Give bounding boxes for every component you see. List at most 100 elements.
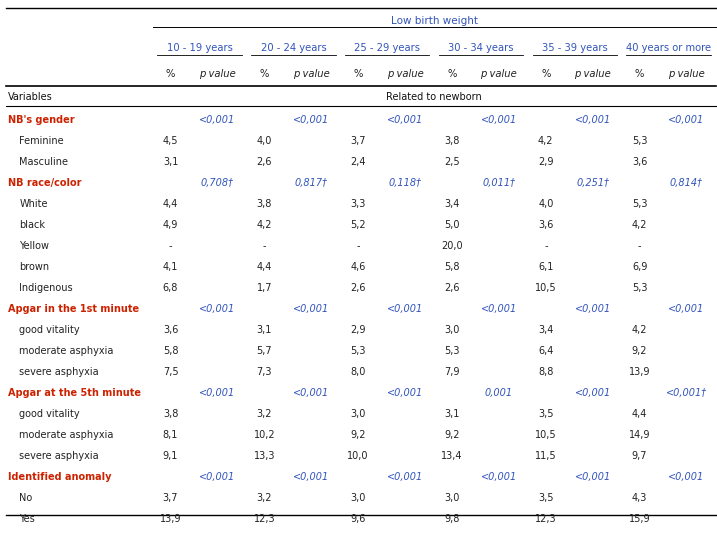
Text: 4,1: 4,1 — [163, 262, 179, 272]
Text: 4,4: 4,4 — [163, 199, 179, 209]
Text: 10,0: 10,0 — [348, 452, 369, 461]
Text: <0,001: <0,001 — [199, 388, 236, 398]
Text: 0,011†: 0,011† — [483, 178, 516, 188]
Text: 4,5: 4,5 — [163, 136, 179, 146]
Text: <0,001: <0,001 — [480, 304, 517, 314]
Text: Masculine: Masculine — [19, 157, 68, 167]
Text: p value: p value — [480, 69, 517, 79]
Text: 4,9: 4,9 — [163, 220, 179, 230]
Text: good vitality: good vitality — [19, 325, 80, 335]
Text: 0,251†: 0,251† — [576, 178, 609, 188]
Text: %: % — [541, 69, 551, 79]
Text: 5,7: 5,7 — [257, 346, 272, 356]
Text: 5,8: 5,8 — [163, 346, 179, 356]
Text: 40 years or more: 40 years or more — [626, 43, 711, 53]
Text: 5,3: 5,3 — [445, 346, 460, 356]
Text: <0,001: <0,001 — [199, 472, 236, 482]
Text: 5,3: 5,3 — [632, 136, 647, 146]
Text: 5,8: 5,8 — [445, 262, 460, 272]
Text: brown: brown — [19, 262, 49, 272]
Text: <0,001: <0,001 — [668, 304, 705, 314]
Text: 3,1: 3,1 — [163, 157, 179, 167]
Text: 0,814†: 0,814† — [670, 178, 703, 188]
Text: 3,6: 3,6 — [632, 157, 647, 167]
Text: 9,1: 9,1 — [163, 452, 179, 461]
Text: 6,1: 6,1 — [538, 262, 554, 272]
Text: 4,0: 4,0 — [257, 136, 272, 146]
Text: 10,2: 10,2 — [254, 430, 275, 440]
Text: Identified anomaly: Identified anomaly — [8, 472, 111, 482]
Text: 12,3: 12,3 — [254, 514, 275, 524]
Text: Low birth weight: Low birth weight — [391, 16, 478, 26]
Text: 7,5: 7,5 — [163, 367, 179, 377]
Text: NB's gender: NB's gender — [8, 115, 75, 125]
Text: 6,4: 6,4 — [538, 346, 554, 356]
Text: -: - — [262, 241, 266, 251]
Text: 10,5: 10,5 — [535, 283, 556, 293]
Text: good vitality: good vitality — [19, 410, 80, 419]
Text: 3,4: 3,4 — [538, 325, 554, 335]
Text: <0,001: <0,001 — [574, 115, 611, 125]
Text: 9,2: 9,2 — [351, 430, 366, 440]
Text: 6,8: 6,8 — [163, 283, 179, 293]
Text: 4,0: 4,0 — [538, 199, 554, 209]
Text: 4,3: 4,3 — [632, 494, 647, 503]
Text: 3,5: 3,5 — [538, 494, 554, 503]
Text: <0,001: <0,001 — [293, 304, 329, 314]
Text: 2,4: 2,4 — [351, 157, 366, 167]
Text: %: % — [260, 69, 269, 79]
Text: <0,001†: <0,001† — [666, 388, 707, 398]
Text: 30 - 34 years: 30 - 34 years — [448, 43, 514, 53]
Text: 2,9: 2,9 — [538, 157, 554, 167]
Text: 4,2: 4,2 — [632, 325, 647, 335]
Text: <0,001: <0,001 — [387, 115, 423, 125]
Text: -: - — [168, 241, 172, 251]
Text: 3,8: 3,8 — [445, 136, 460, 146]
Text: 13,3: 13,3 — [254, 452, 275, 461]
Text: Yes: Yes — [19, 514, 35, 524]
Text: Related to newborn: Related to newborn — [386, 92, 482, 102]
Text: severe asphyxia: severe asphyxia — [19, 367, 99, 377]
Text: Apgar at the 5th minute: Apgar at the 5th minute — [8, 388, 141, 398]
Text: 0,001: 0,001 — [485, 388, 513, 398]
Text: 13,9: 13,9 — [629, 367, 650, 377]
Text: %: % — [447, 69, 457, 79]
Text: 4,4: 4,4 — [632, 410, 647, 419]
Text: 25 - 29 years: 25 - 29 years — [354, 43, 420, 53]
Text: p value: p value — [199, 69, 236, 79]
Text: 3,1: 3,1 — [257, 325, 272, 335]
Text: <0,001: <0,001 — [480, 115, 517, 125]
Text: 10,5: 10,5 — [535, 430, 556, 440]
Text: 14,9: 14,9 — [629, 430, 650, 440]
Text: 10 - 19 years: 10 - 19 years — [166, 43, 232, 53]
Text: 2,6: 2,6 — [445, 283, 460, 293]
Text: 13,4: 13,4 — [441, 452, 462, 461]
Text: 4,2: 4,2 — [257, 220, 272, 230]
Text: 9,7: 9,7 — [632, 452, 647, 461]
Text: moderate asphyxia: moderate asphyxia — [19, 430, 114, 440]
Text: 3,0: 3,0 — [351, 410, 366, 419]
Text: 4,6: 4,6 — [351, 262, 366, 272]
Text: No: No — [19, 494, 32, 503]
Text: 11,5: 11,5 — [535, 452, 556, 461]
Text: 3,2: 3,2 — [257, 494, 272, 503]
Text: NB race/color: NB race/color — [8, 178, 82, 188]
Text: 5,3: 5,3 — [351, 346, 366, 356]
Text: <0,001: <0,001 — [387, 388, 423, 398]
Text: 8,8: 8,8 — [538, 367, 554, 377]
Text: 5,2: 5,2 — [351, 220, 366, 230]
Text: 35 - 39 years: 35 - 39 years — [542, 43, 608, 53]
Text: <0,001: <0,001 — [199, 304, 236, 314]
Text: Feminine: Feminine — [19, 136, 64, 146]
Text: 3,5: 3,5 — [538, 410, 554, 419]
Text: -: - — [356, 241, 360, 251]
Text: %: % — [353, 69, 363, 79]
Text: 0,118†: 0,118† — [389, 178, 422, 188]
Text: p value: p value — [293, 69, 330, 79]
Text: 2,6: 2,6 — [257, 157, 272, 167]
Text: 5,0: 5,0 — [445, 220, 460, 230]
Text: <0,001: <0,001 — [574, 304, 611, 314]
Text: 5,3: 5,3 — [632, 199, 647, 209]
Text: 5,3: 5,3 — [632, 283, 647, 293]
Text: <0,001: <0,001 — [199, 115, 236, 125]
